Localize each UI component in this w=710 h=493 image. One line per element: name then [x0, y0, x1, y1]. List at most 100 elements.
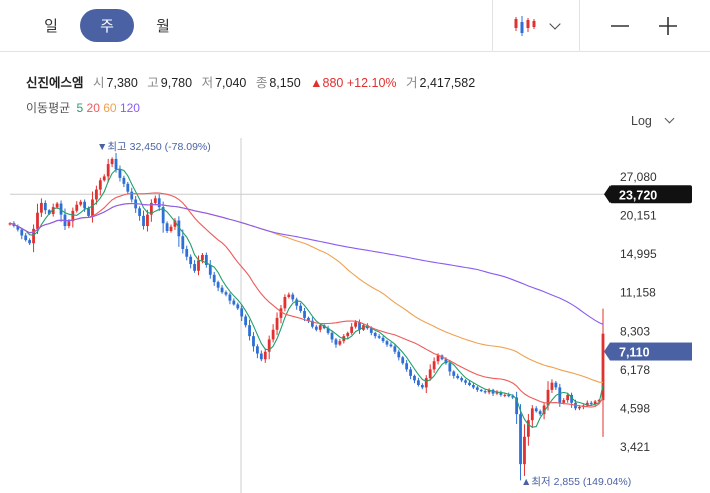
candle-body: [519, 414, 522, 465]
candle-body: [448, 363, 452, 372]
tab-weekly[interactable]: 주: [80, 9, 134, 42]
y-tick-label: 20,151: [620, 209, 657, 223]
candle-body: [483, 391, 487, 393]
candle-body: [511, 396, 515, 398]
high-value: 9,780: [160, 76, 193, 90]
period-tabs: 일 주 월: [24, 9, 190, 42]
candle-body: [118, 169, 122, 178]
candle-body: [432, 361, 436, 370]
crosshair-price-label-bg: [610, 185, 692, 204]
candle-body: [562, 400, 566, 403]
candle-body: [157, 198, 161, 208]
low-value: 7,040: [215, 76, 247, 90]
candle-body: [354, 322, 357, 327]
plus-icon: [659, 17, 677, 35]
moving-average-legend[interactable]: 이동평균 5 20 60 120: [26, 99, 140, 116]
open-label: 시: [93, 76, 105, 90]
candle-body: [401, 357, 405, 364]
candle-body: [130, 191, 134, 200]
tab-daily[interactable]: 일: [44, 18, 58, 35]
candle-body: [601, 333, 605, 401]
y-tick-label: 14,995: [620, 247, 657, 261]
candle-body: [102, 176, 106, 181]
candle-body: [452, 371, 456, 376]
candle-body: [456, 375, 460, 379]
candle-body: [350, 326, 354, 333]
price-chart[interactable]: 27,080 20,151 14,995 11,158 8,303 6,178 4,598 3…: [0, 130, 710, 493]
candle-body: [566, 394, 570, 401]
candle-body: [464, 380, 467, 383]
candle-body: [554, 382, 558, 388]
candle-body: [385, 341, 389, 345]
volume-label: 거: [406, 76, 418, 90]
candle-body: [55, 203, 59, 208]
candle-body: [358, 322, 361, 330]
candle-body: [204, 254, 208, 265]
candle-body: [267, 339, 271, 352]
candle-body: [169, 226, 173, 232]
candle-body: [75, 204, 79, 211]
candle-body: [71, 210, 75, 222]
candle-body: [177, 220, 181, 237]
scale-toggle[interactable]: Log: [631, 113, 675, 128]
candle-body: [326, 328, 330, 333]
candle-body: [487, 389, 491, 393]
candle-body: [114, 158, 118, 170]
candle-body: [8, 223, 12, 225]
candle-body: [542, 405, 546, 415]
candle-body: [389, 344, 393, 347]
candle-body: [468, 382, 471, 386]
candle-body: [295, 299, 299, 306]
open-value: 7,380: [106, 76, 138, 90]
candle-body: [244, 316, 248, 326]
candle-body: [201, 254, 204, 261]
stock-name: 신진에스엠: [26, 76, 84, 90]
candle-body: [479, 389, 483, 392]
candle-body: [236, 304, 240, 309]
chart-type-selector[interactable]: [492, 0, 580, 52]
tab-monthly[interactable]: 월: [156, 18, 170, 35]
candle-body: [271, 329, 275, 340]
low-label: 저: [201, 76, 214, 90]
candle-body: [534, 408, 538, 412]
candle-body: [346, 332, 350, 337]
scale-label: Log: [631, 114, 652, 128]
candle-body: [94, 189, 98, 200]
candle-body: [47, 210, 51, 214]
current-price-label-arrow: [604, 342, 610, 361]
zoom-out-button[interactable]: [592, 0, 648, 52]
zoom-in-button[interactable]: [640, 0, 696, 52]
candle-body: [499, 392, 503, 395]
ma-120-line: [9, 202, 604, 325]
candle-body: [173, 220, 177, 227]
candle-body: [142, 215, 145, 227]
candle-body: [570, 394, 573, 403]
candle-body: [428, 369, 432, 379]
candle-body: [417, 380, 420, 386]
candle-body: [138, 208, 141, 216]
candle-body: [240, 308, 244, 317]
ma-5-line: [9, 168, 604, 428]
candle-body: [252, 336, 255, 347]
candle-body: [87, 208, 90, 216]
candle-body: [472, 385, 475, 388]
candle-body: [149, 202, 153, 215]
candle-body: [338, 341, 342, 345]
y-tick-label: 4,598: [620, 401, 650, 415]
candle-body: [146, 214, 149, 227]
candle-body: [369, 328, 373, 333]
candle-body: [405, 363, 409, 370]
candle-body: [334, 339, 338, 345]
ma-120: 120: [119, 101, 140, 115]
candle-body: [495, 392, 499, 394]
candle-body: [593, 401, 597, 405]
candle-body: [193, 264, 196, 271]
high-annotation: ▼최고 32,450 (-78.09%): [97, 141, 211, 153]
candle-body: [224, 292, 228, 295]
change-value: ▲880 +12.10%: [310, 76, 397, 90]
y-tick-label: 27,080: [620, 170, 657, 184]
candle-body: [43, 202, 47, 211]
candle-body: [51, 207, 55, 214]
candle-body: [303, 310, 306, 318]
ma-5: 5: [76, 101, 84, 115]
